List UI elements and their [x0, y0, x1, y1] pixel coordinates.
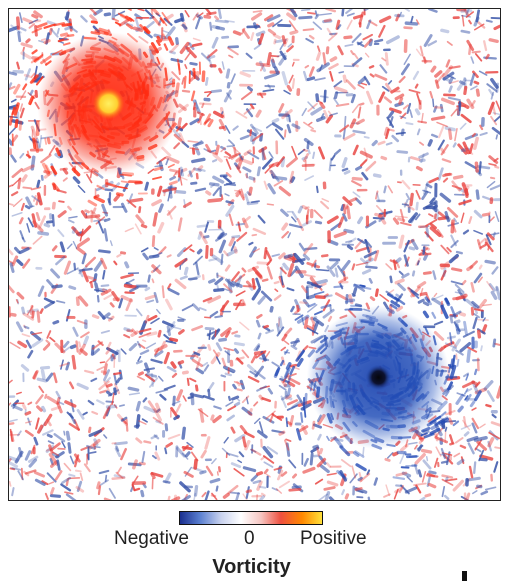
vorticity-colorbar — [179, 511, 323, 525]
colorbar-negative-label: Negative — [114, 528, 189, 549]
corner-mark — [462, 571, 467, 581]
colorbar-zero-label: 0 — [244, 528, 255, 549]
positive-vortex — [36, 31, 181, 176]
turbulent-noise-texture — [9, 9, 500, 500]
negative-vortex — [306, 305, 451, 450]
vorticity-field-image — [9, 9, 500, 500]
vorticity-field-panel — [8, 8, 501, 501]
colorbar-title: Vorticity — [212, 556, 291, 578]
colorbar-positive-label: Positive — [300, 528, 367, 549]
